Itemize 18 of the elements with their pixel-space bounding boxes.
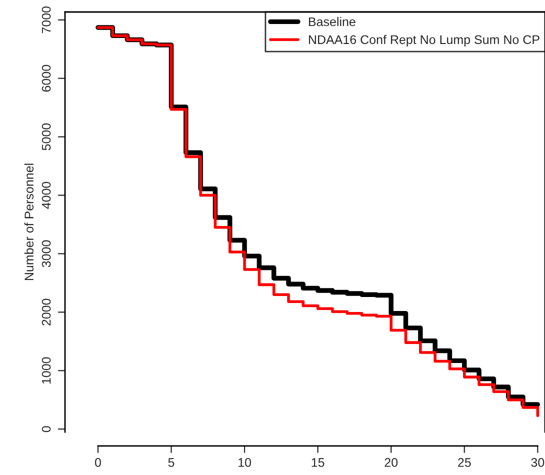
x-tick-label: 10 [238, 458, 252, 467]
x-tick-label: 30 [531, 458, 544, 467]
y-tick-label: 6000 [42, 64, 51, 92]
x-tick-label: 15 [312, 458, 324, 467]
y-tick-label: 0 [42, 426, 51, 432]
x-tick-label: 0 [94, 458, 101, 467]
y-axis-title: Number of Personnel [24, 164, 34, 280]
y-tick-label: 2000 [42, 298, 51, 326]
legend-label: NDAA16 Conf Rept No Lump Sum No CP [308, 34, 540, 47]
legend-label: Baseline [308, 17, 356, 26]
y-tick-label: 7000 [42, 6, 51, 34]
x-tick-label: 20 [384, 458, 398, 467]
y-tick-label: 5000 [42, 123, 51, 150]
y-tick-label: 3000 [42, 240, 51, 268]
y-tick-label: 4000 [42, 182, 51, 209]
x-tick-label: 5 [168, 458, 174, 467]
x-tick-label: 25 [458, 458, 471, 467]
y-tick-label: 1000 [42, 357, 51, 384]
